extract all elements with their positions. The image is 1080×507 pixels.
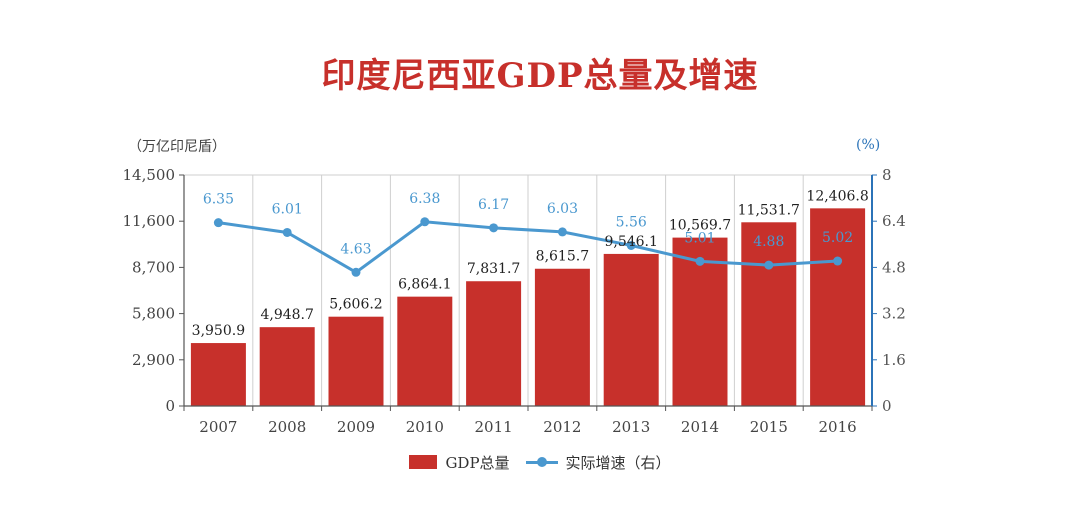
legend-item-gdp: GDP总量 (409, 452, 510, 473)
growth-data-label-2012: 6.03 (547, 201, 578, 217)
bar-data-label-2016: 12,406.8 (806, 188, 868, 204)
legend-bar-swatch (409, 455, 438, 469)
bar-gdp-2013 (603, 253, 659, 406)
bar-data-label-2010: 6,864.1 (398, 277, 451, 293)
x-tick-label-2013: 2013 (612, 418, 650, 436)
growth-point-2010 (420, 217, 430, 227)
growth-data-label-2010: 6.38 (409, 191, 440, 207)
right-tick-label: 3.2 (882, 305, 906, 323)
growth-data-label-2009: 4.63 (340, 241, 371, 257)
left-tick-label: 2,900 (132, 351, 175, 369)
labels-layer: 3,950.9 4,948.7 5,606.2 6,864.1 7,831.7 8,615… (192, 188, 869, 339)
x-tick-label-2012: 2012 (543, 418, 581, 436)
left-tick-label: 5,800 (132, 305, 175, 323)
x-tick-label-2007: 2007 (199, 418, 237, 436)
growth-point-2008 (282, 227, 292, 237)
right-tick-label: 8 (882, 166, 892, 184)
growth-data-label-2011: 6.17 (478, 197, 509, 213)
bar-data-label-2012: 8,615.7 (536, 249, 589, 265)
growth-point-2012 (557, 227, 567, 237)
growth-point-2016 (833, 256, 843, 266)
growth-point-2007 (213, 218, 223, 228)
right-axis-unit: (%) (856, 137, 880, 153)
bar-data-label-2014: 10,569.7 (669, 218, 731, 234)
bar-data-label-2009: 5,606.2 (329, 297, 382, 313)
x-tick-label-2010: 2010 (406, 418, 444, 436)
right-tick-label: 6.4 (882, 212, 906, 230)
right-tick-label: 0 (882, 397, 892, 415)
line-layer (213, 217, 843, 277)
x-tick-label-2008: 2008 (268, 418, 306, 436)
bar-gdp-2009 (328, 316, 384, 406)
growth-point-2011 (489, 223, 499, 233)
growth-data-label-2016: 5.02 (822, 230, 853, 246)
left-tick-label: 8,700 (132, 258, 175, 276)
bar-gdp-2011 (466, 281, 522, 406)
bar-gdp-2010 (397, 296, 453, 406)
growth-line (218, 220, 838, 275)
growth-data-label-2013: 5.56 (616, 214, 647, 230)
x-tick-label-2014: 2014 (681, 418, 719, 436)
x-tick-label-2016: 2016 (819, 418, 857, 436)
bar-gdp-2007 (190, 343, 246, 406)
x-tick-label-2015: 2015 (750, 418, 788, 436)
bar-gdp-2012 (534, 268, 590, 406)
x-tick-label-2011: 2011 (475, 418, 513, 436)
left-axis-unit: （万亿印尼盾） (128, 139, 226, 155)
bar-gdp-2016 (810, 208, 866, 406)
left-tick-label: 0 (165, 397, 175, 415)
bar-data-label-2015: 11,531.7 (738, 202, 800, 218)
x-tick-label-2009: 2009 (337, 418, 375, 436)
right-tick-label: 1.6 (882, 351, 906, 369)
growth-data-label-2014: 5.01 (684, 230, 715, 246)
chart-legend: GDP总量 实际增速（右） (0, 448, 1080, 476)
growth-point-2014 (695, 256, 705, 266)
right-tick-label: 4.8 (882, 258, 906, 276)
bars-layer (190, 208, 866, 406)
growth-data-label-2015: 4.88 (753, 234, 784, 250)
legend-line-swatch (525, 455, 558, 469)
bar-data-label-2013: 9,546.1 (604, 234, 657, 250)
legend-item-growth: 实际增速（右） (525, 452, 671, 473)
axes-layer: 0 2,900 5,800 8,700 11,600 14,500 0 1.6 3.2 4.8 6.… (123, 137, 906, 436)
growth-point-2015 (764, 260, 774, 270)
legend-label-gdp: GDP总量 (445, 453, 510, 472)
left-tick-label: 11,600 (123, 212, 176, 230)
bar-gdp-2015 (741, 222, 797, 406)
growth-point-2013 (626, 240, 636, 250)
legend-label-growth: 实际增速（右） (565, 453, 671, 472)
left-tick-label: 14,500 (123, 166, 176, 184)
bar-data-label-2011: 7,831.7 (467, 261, 520, 277)
bar-data-label-2007: 3,950.9 (192, 323, 245, 339)
bar-gdp-2008 (259, 327, 315, 406)
chart-title: 印度尼西亚GDP总量及增速 (321, 56, 759, 96)
grid-layer (184, 174, 872, 406)
growth-data-label-2007: 6.35 (203, 192, 234, 208)
growth-data-label-2008: 6.01 (272, 201, 303, 217)
growth-point-2009 (351, 267, 361, 277)
bar-data-label-2008: 4,948.7 (260, 307, 313, 323)
